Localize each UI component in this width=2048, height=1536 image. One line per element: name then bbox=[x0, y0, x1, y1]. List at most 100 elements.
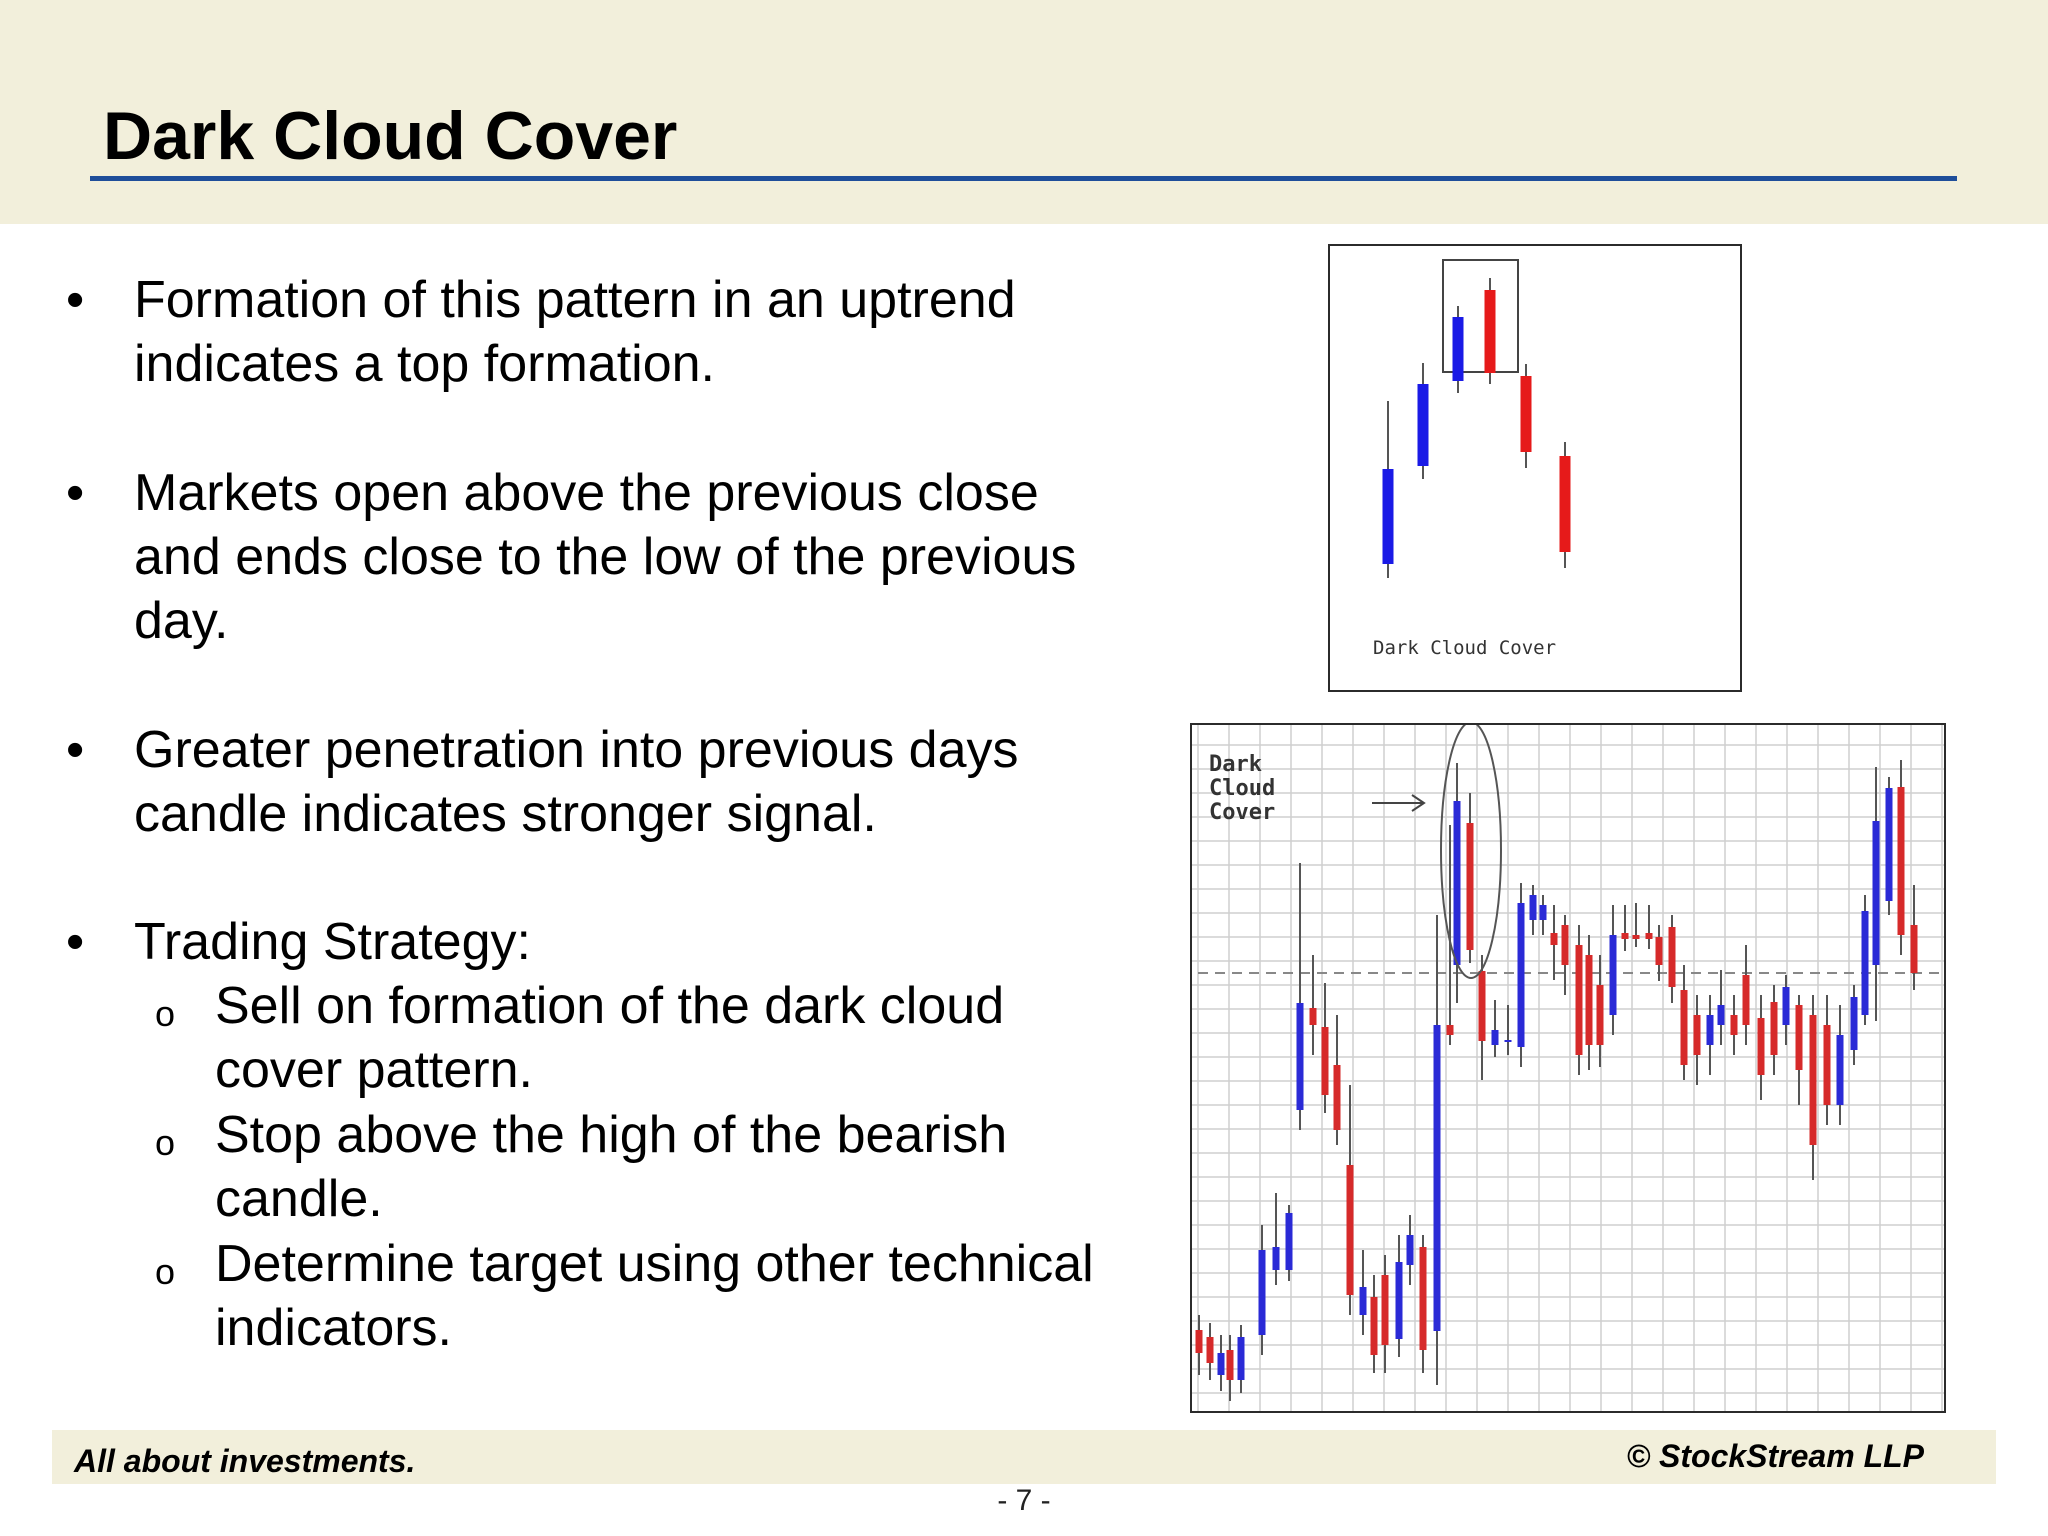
candle-body bbox=[1321, 1027, 1329, 1095]
candle-body bbox=[1757, 1018, 1765, 1075]
candle-body bbox=[1417, 384, 1429, 466]
candle-body bbox=[1632, 935, 1640, 939]
sub-bullet-marker: o bbox=[155, 993, 176, 1034]
chart-candles bbox=[1195, 760, 1918, 1401]
chart-grid bbox=[1192, 725, 1944, 1411]
candle-body bbox=[1655, 937, 1663, 965]
bullet-item: • Formation of this pattern in an uptren… bbox=[66, 268, 1134, 396]
pattern-illustration-svg: Dark Cloud Cover bbox=[1373, 259, 1571, 659]
page-number: - 7 - bbox=[997, 1484, 1051, 1517]
candle-body bbox=[1823, 1025, 1831, 1105]
candle-body bbox=[1433, 1025, 1441, 1331]
candle-body bbox=[1258, 1250, 1266, 1335]
candle-body bbox=[1217, 1353, 1225, 1375]
candle-body bbox=[1309, 1008, 1317, 1025]
candle-body bbox=[1453, 801, 1461, 965]
bullet-text: Markets open above the previous close an… bbox=[134, 464, 1077, 650]
sub-bullet-text: Determine target using other technical i… bbox=[215, 1235, 1094, 1357]
candle-body bbox=[1346, 1165, 1354, 1295]
candle-body bbox=[1693, 1015, 1701, 1055]
candle-body bbox=[1272, 1247, 1280, 1270]
candle-body bbox=[1585, 955, 1593, 1045]
candle-body bbox=[1478, 971, 1486, 1041]
candle-body bbox=[1897, 787, 1905, 935]
footer-band bbox=[52, 1430, 1996, 1484]
price-chart: Dark Cloud Cover bbox=[1190, 721, 1946, 1413]
candle-body bbox=[1621, 933, 1629, 939]
candle-body bbox=[1452, 317, 1464, 381]
candle-body bbox=[1237, 1337, 1245, 1380]
candle-body bbox=[1850, 997, 1858, 1050]
candle-body bbox=[1370, 1297, 1378, 1355]
candle-body bbox=[1484, 290, 1496, 373]
candle-body bbox=[1466, 823, 1474, 950]
candle-body bbox=[1559, 456, 1571, 552]
highlight-box bbox=[1442, 259, 1519, 373]
candle-body bbox=[1885, 788, 1893, 901]
candle-body bbox=[1742, 975, 1750, 1025]
footer-copyright: © StockStream LLP bbox=[1626, 1438, 1924, 1474]
candle-body bbox=[1419, 1247, 1427, 1350]
bullet-item: • Markets open above the previous close … bbox=[66, 461, 1134, 653]
candle-body bbox=[1226, 1350, 1234, 1380]
candle-body bbox=[1706, 1015, 1714, 1045]
sub-bullet-marker: o bbox=[155, 1251, 176, 1292]
title-underline bbox=[90, 176, 1957, 181]
bullet-item: • Greater penetration into previous days… bbox=[66, 718, 1134, 846]
chart-label-line: Dark bbox=[1209, 752, 1262, 777]
candle-body bbox=[1575, 945, 1583, 1055]
sub-bullet-item: o Stop above the high of the bearish can… bbox=[155, 1103, 1115, 1231]
bullet-text: Formation of this pattern in an uptrend … bbox=[134, 271, 1016, 393]
bullet-text: Greater penetration into previous days c… bbox=[134, 721, 1019, 843]
candle-body bbox=[1382, 469, 1394, 564]
candle-body bbox=[1550, 933, 1558, 945]
candle-body bbox=[1296, 1003, 1304, 1110]
candle-body bbox=[1359, 1287, 1367, 1315]
chart-label-line: Cloud bbox=[1209, 776, 1275, 801]
candle-body bbox=[1645, 933, 1653, 939]
pattern-illustration: Dark Cloud Cover bbox=[1328, 244, 1742, 692]
bullet-text: Trading Strategy: bbox=[134, 913, 531, 971]
header-band bbox=[0, 0, 2048, 224]
chart-label-line: Cover bbox=[1209, 800, 1275, 825]
candle-body bbox=[1195, 1330, 1203, 1353]
candle-body bbox=[1872, 821, 1880, 965]
bullet-dot: • bbox=[66, 271, 85, 329]
candle-body bbox=[1381, 1275, 1389, 1345]
candle-body bbox=[1333, 1065, 1341, 1130]
candle-body bbox=[1668, 927, 1676, 987]
candle-body bbox=[1680, 990, 1688, 1065]
candle-body bbox=[1730, 1015, 1738, 1035]
candle-body bbox=[1529, 895, 1537, 920]
footer-tagline: All about investments. bbox=[74, 1443, 416, 1479]
pattern-caption: Dark Cloud Cover bbox=[1373, 637, 1556, 659]
candle-body bbox=[1504, 1040, 1512, 1042]
slide-title: Dark Cloud Cover bbox=[103, 98, 678, 174]
candle-body bbox=[1782, 987, 1790, 1025]
bullet-item: • Trading Strategy: bbox=[66, 910, 1134, 974]
bullet-dot: • bbox=[66, 464, 85, 522]
candle-body bbox=[1596, 985, 1604, 1045]
candle-body bbox=[1446, 1025, 1454, 1035]
pointer-arrow bbox=[1372, 794, 1426, 812]
candle-body bbox=[1770, 1002, 1778, 1055]
sub-bullet-text: Sell on formation of the dark cloud cove… bbox=[215, 977, 1005, 1099]
candle-body bbox=[1861, 911, 1869, 1015]
candle-body bbox=[1910, 925, 1918, 973]
candle-body bbox=[1206, 1337, 1214, 1363]
candle-body bbox=[1836, 1035, 1844, 1105]
candle-body bbox=[1717, 1005, 1725, 1025]
candle-body bbox=[1609, 935, 1617, 1015]
candle-body bbox=[1809, 1015, 1817, 1145]
sub-bullet-marker: o bbox=[155, 1122, 176, 1163]
price-chart-svg: Dark Cloud Cover bbox=[1192, 721, 1944, 1411]
bullet-dot: • bbox=[66, 721, 85, 779]
candle-body bbox=[1395, 1262, 1403, 1339]
candle-body bbox=[1539, 905, 1547, 920]
candle-body bbox=[1795, 1005, 1803, 1070]
sub-bullet-item: o Sell on formation of the dark cloud co… bbox=[155, 974, 1115, 1102]
sub-bullet-item: o Determine target using other technical… bbox=[155, 1232, 1115, 1360]
bullet-dot: • bbox=[66, 913, 85, 971]
small-candles bbox=[1382, 278, 1571, 578]
candle-body bbox=[1491, 1030, 1499, 1045]
